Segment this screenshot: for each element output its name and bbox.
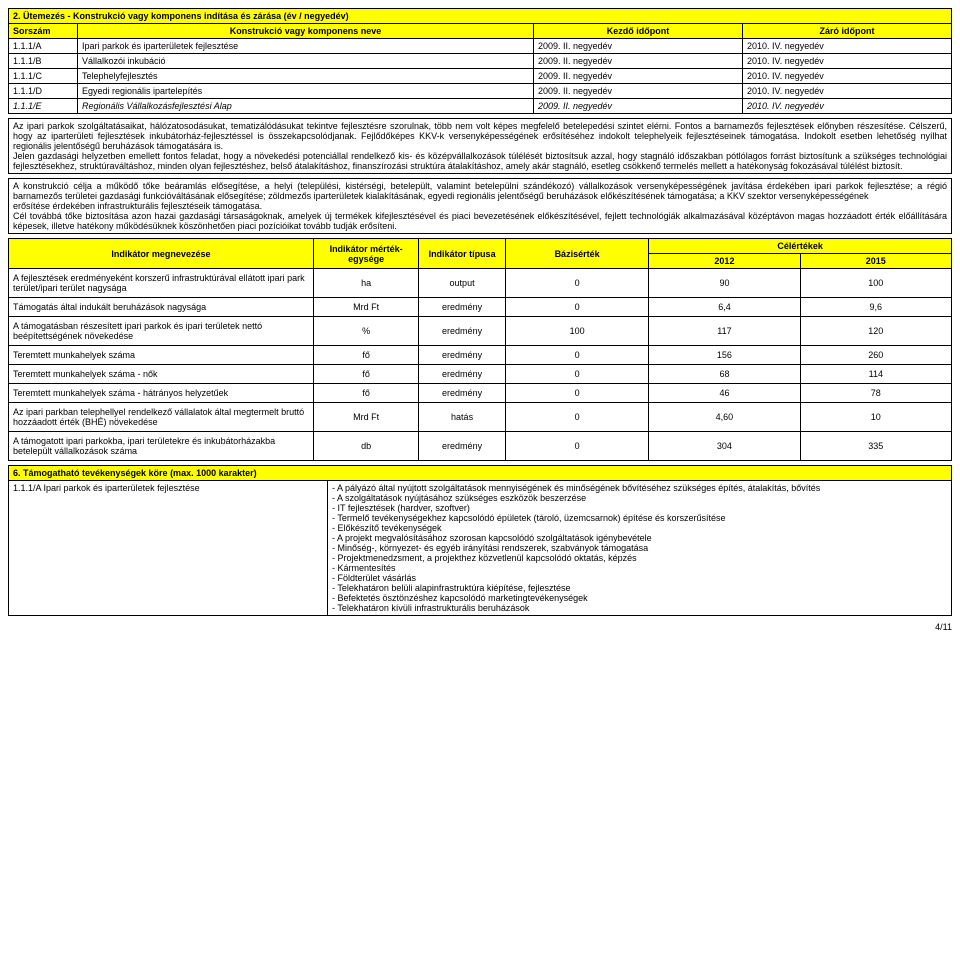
indicator-cell: Támogatás által indukált beruházások nag… — [9, 298, 314, 317]
schedule-cell: Vállalkozói inkubáció — [78, 54, 534, 69]
indicator-cell: eredmény — [419, 317, 506, 346]
page-footer: 4/11 — [8, 622, 952, 632]
indicator-cell: 0 — [505, 269, 648, 298]
indicator-cell: 0 — [505, 432, 648, 461]
schedule-cell: Egyedi regionális ipartelepítés — [78, 84, 534, 99]
schedule-cell: 2009. II. negyedév — [534, 54, 743, 69]
indicator-cell: 117 — [649, 317, 800, 346]
indicator-cell: 0 — [505, 365, 648, 384]
indicator-cell: 100 — [800, 269, 951, 298]
indicators-table: Indikátor megnevezése Indikátor mérték-e… — [8, 238, 952, 461]
schedule-cell: Regionális Vállalkozásfejlesztési Alap — [78, 99, 534, 114]
indicator-cell: 0 — [505, 403, 648, 432]
indicator-cell: eredmény — [419, 365, 506, 384]
schedule-cell: 2010. IV. negyedév — [743, 69, 952, 84]
schedule-cell: 2010. IV. negyedév — [743, 54, 952, 69]
indicator-cell: Teremtett munkahelyek száma - nők — [9, 365, 314, 384]
schedule-cell: 2009. II. negyedév — [534, 84, 743, 99]
textblock2-table: A konstrukció célja a működő tőke beáram… — [8, 178, 952, 234]
hdr-2012: 2012 — [649, 254, 800, 269]
indicator-cell: A támogatásban részesített ipari parkok … — [9, 317, 314, 346]
indicator-cell: 120 — [800, 317, 951, 346]
schedule-cell: 2010. IV. negyedév — [743, 99, 952, 114]
schedule-cell: 2009. II. negyedév — [534, 99, 743, 114]
indicator-cell: 6,4 — [649, 298, 800, 317]
indicator-cell: Az ipari parkban telephellyel rendelkező… — [9, 403, 314, 432]
textblock2: A konstrukció célja a működő tőke beáram… — [9, 179, 952, 234]
schedule-cell: 2010. IV. negyedév — [743, 84, 952, 99]
indicator-cell: Teremtett munkahelyek száma - hátrányos … — [9, 384, 314, 403]
indicator-cell: fő — [313, 384, 418, 403]
indicator-cell: 68 — [649, 365, 800, 384]
indicator-cell: eredmény — [419, 346, 506, 365]
indicator-cell: Mrd Ft — [313, 403, 418, 432]
section2-title: 2. Ütemezés - Konstrukció vagy komponens… — [9, 9, 952, 24]
section6-table: 6. Támogatható tevékenységek köre (max. … — [8, 465, 952, 616]
schedule-cell: Ipari parkok és iparterületek fejlesztés… — [78, 39, 534, 54]
schedule-cell: Telephelyfejlesztés — [78, 69, 534, 84]
schedule-cell: 1.1.1/B — [9, 54, 78, 69]
indicator-cell: hatás — [419, 403, 506, 432]
hdr-base: Bázisérték — [505, 239, 648, 269]
indicator-cell: fő — [313, 346, 418, 365]
indicator-cell: 0 — [505, 384, 648, 403]
indicator-cell: 156 — [649, 346, 800, 365]
indicator-cell: 114 — [800, 365, 951, 384]
textblock1: Az ipari parkok szolgáltatásaikat, hálóz… — [9, 119, 952, 174]
section6-title: 6. Támogatható tevékenységek köre (max. … — [9, 466, 952, 481]
col-sorszam: Sorszám — [9, 24, 78, 39]
indicator-cell: 10 — [800, 403, 951, 432]
indicator-cell: A támogatott ipari parkokba, ipari terül… — [9, 432, 314, 461]
indicator-cell: 78 — [800, 384, 951, 403]
indicator-cell: Mrd Ft — [313, 298, 418, 317]
schedule-table: 2. Ütemezés - Konstrukció vagy komponens… — [8, 8, 952, 114]
hdr-target: Célértékek — [649, 239, 952, 254]
indicator-cell: 100 — [505, 317, 648, 346]
schedule-cell: 2010. IV. negyedév — [743, 39, 952, 54]
indicator-cell: eredmény — [419, 432, 506, 461]
indicator-cell: % — [313, 317, 418, 346]
col-name: Konstrukció vagy komponens neve — [78, 24, 534, 39]
textblock1-table: Az ipari parkok szolgáltatásaikat, hálóz… — [8, 118, 952, 174]
indicator-cell: 4,60 — [649, 403, 800, 432]
indicator-cell: eredmény — [419, 384, 506, 403]
indicator-cell: 260 — [800, 346, 951, 365]
indicator-cell: 0 — [505, 346, 648, 365]
indicator-cell: A fejlesztések eredményeként korszerű in… — [9, 269, 314, 298]
schedule-cell: 2009. II. negyedév — [534, 39, 743, 54]
indicator-cell: 335 — [800, 432, 951, 461]
indicator-cell: 9,6 — [800, 298, 951, 317]
section6-rowlabel: 1.1.1/A Ipari parkok és iparterületek fe… — [9, 481, 328, 616]
indicator-cell: 46 — [649, 384, 800, 403]
indicator-cell: 90 — [649, 269, 800, 298]
hdr-unit: Indikátor mérték-egysége — [313, 239, 418, 269]
indicator-cell: Teremtett munkahelyek száma — [9, 346, 314, 365]
indicator-cell: db — [313, 432, 418, 461]
indicator-cell: ha — [313, 269, 418, 298]
indicator-cell: 304 — [649, 432, 800, 461]
hdr-name: Indikátor megnevezése — [9, 239, 314, 269]
hdr-type: Indikátor típusa — [419, 239, 506, 269]
indicator-cell: 0 — [505, 298, 648, 317]
schedule-cell: 1.1.1/C — [9, 69, 78, 84]
col-start: Kezdő időpont — [534, 24, 743, 39]
schedule-cell: 1.1.1/A — [9, 39, 78, 54]
col-end: Záró időpont — [743, 24, 952, 39]
schedule-cell: 2009. II. negyedév — [534, 69, 743, 84]
indicator-cell: output — [419, 269, 506, 298]
schedule-cell: 1.1.1/D — [9, 84, 78, 99]
indicator-cell: eredmény — [419, 298, 506, 317]
schedule-cell: 1.1.1/E — [9, 99, 78, 114]
section6-content: - A pályázó által nyújtott szolgáltatáso… — [328, 481, 952, 616]
indicator-cell: fő — [313, 365, 418, 384]
hdr-2015: 2015 — [800, 254, 951, 269]
